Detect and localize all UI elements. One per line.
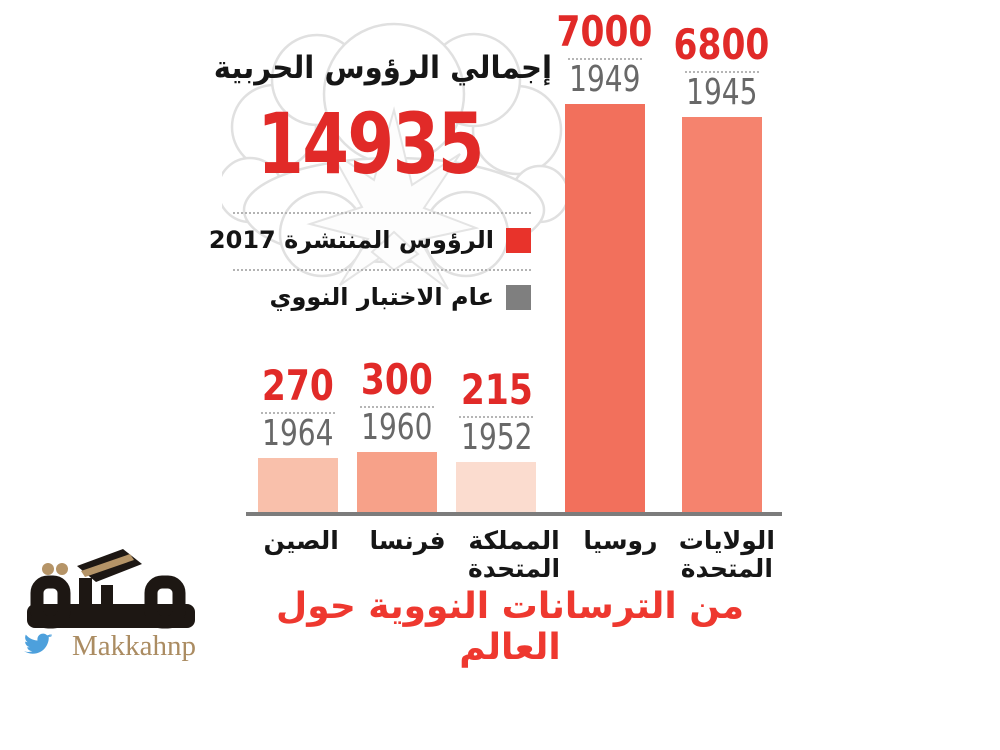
warheads-value-label: 300 [361, 355, 434, 404]
legend-label: عام الاختبار النووي [269, 282, 494, 311]
country-label: روسيا [583, 526, 658, 555]
country-labels-row: الصين فرنسا المملكة المتحدة روسيا الولايات ا… [248, 527, 780, 583]
bar-chart: 270 1964 300 1960 215 1952 7000 1949 680… [248, 8, 780, 512]
bar-column: 270 1964 [248, 8, 347, 512]
mushroom-cloud-graphic [222, 22, 567, 290]
warheads-value-label: 7000 [556, 7, 653, 56]
bar-column: 6800 1945 [663, 8, 780, 512]
warheads-bar [681, 117, 762, 512]
infographic-title: إجمالي الرؤوس الحربية [213, 50, 552, 86]
legend-item-deployed-warheads: الرؤوس المنتشرة 2017 [209, 212, 531, 269]
value-year-divider [684, 71, 759, 73]
test-year-label: 1960 [361, 407, 433, 448]
bar-column: 215 1952 [447, 8, 546, 512]
warheads-value-label: 6800 [673, 20, 770, 69]
makkah-logo [24, 549, 195, 654]
warheads-bar [456, 462, 537, 512]
value-year-divider [260, 412, 335, 414]
test-year-label: 1952 [460, 417, 533, 458]
value-year-divider [459, 416, 534, 418]
warheads-value-label: 270 [261, 361, 334, 410]
test-year-label: 1964 [261, 413, 334, 454]
red-swatch-icon [506, 228, 531, 254]
chart-caption: من الترسانات النووية حول العالم [276, 586, 744, 668]
legend-item-test-year: عام الاختبار النووي [233, 268, 531, 326]
country-label: المملكة المتحدة [467, 526, 561, 583]
gray-swatch-icon [506, 284, 531, 310]
warheads-bar [257, 458, 338, 512]
value-year-divider [567, 58, 642, 60]
kaaba-gold-band [42, 554, 134, 577]
warheads-bar [357, 452, 438, 512]
legend-label: الرؤوس المنتشرة 2017 [208, 226, 494, 254]
test-year-label: 1945 [685, 72, 758, 113]
legend: الرؤوس المنتشرة 2017 عام الاختبار النووي [209, 212, 531, 326]
warheads-value-label: 215 [460, 365, 533, 414]
chart-baseline [246, 512, 782, 516]
total-warheads-value: 14935 [257, 95, 484, 193]
bar-column: 300 1960 [347, 8, 446, 512]
bar-column: 7000 1949 [546, 8, 663, 512]
test-year-label: 1949 [568, 59, 641, 100]
country-label: الولايات المتحدة [678, 526, 775, 583]
value-year-divider [360, 406, 435, 408]
twitter-handle: Makkahnp [72, 630, 197, 662]
twitter-icon [24, 633, 52, 654]
country-label: الصين [263, 526, 339, 555]
warheads-bar [564, 104, 645, 512]
country-label: فرنسا [369, 526, 446, 555]
